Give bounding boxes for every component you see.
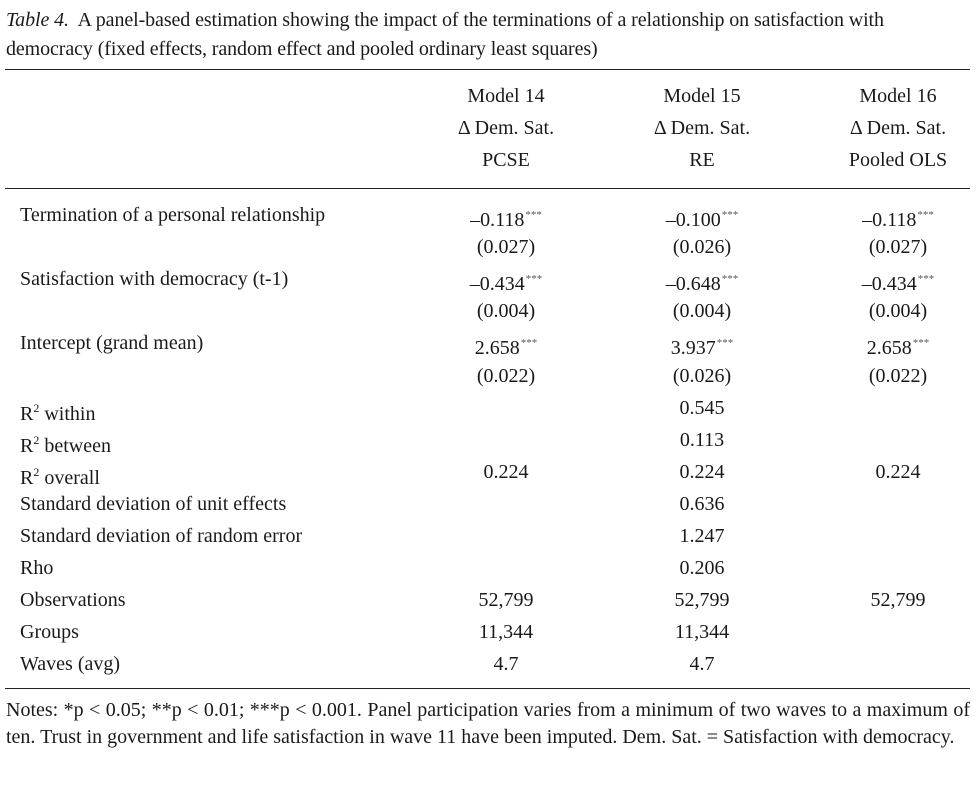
row-label: Rho [20, 556, 53, 580]
statistic-value: 0.545 [679, 396, 725, 419]
row-label: Satisfaction with democracy (t-1) [20, 268, 289, 291]
row-label: R2 within [20, 396, 95, 426]
standard-error: (0.026) [672, 236, 732, 259]
statistic-value: 11,344 [674, 621, 730, 644]
superscript: 2 [33, 400, 40, 415]
standard-error: (0.004) [476, 300, 536, 323]
row-label-text: Standard deviation of unit effects [20, 492, 287, 515]
significance-stars: *** [716, 337, 734, 350]
column-header-method: RE [689, 149, 715, 171]
coefficient-number: –0.434 [469, 273, 525, 296]
superscript: 2 [33, 464, 40, 479]
coefficient-number: –0.100 [665, 209, 721, 231]
significance-stars: *** [525, 273, 543, 286]
coefficient-value: –0.118*** [862, 203, 934, 232]
coefficient-value: –0.434*** [862, 267, 935, 296]
row-label: Waves (avg) [20, 652, 120, 676]
row-label-text: Groups [20, 621, 79, 644]
table-caption-text: A panel-based estimation showing the imp… [6, 9, 884, 60]
statistic-value: 1.247 [679, 525, 725, 547]
row-label-text: R [20, 466, 34, 489]
row-label: R2 between [20, 428, 111, 458]
coefficient-value: 2.658*** [867, 331, 930, 360]
column-header-dv: Δ Dem. Sat. [457, 117, 555, 139]
significance-stars: *** [912, 337, 930, 350]
significance-stars: *** [917, 273, 935, 286]
column-header-model: Model 14 [467, 85, 545, 107]
row-label-suffix: within [39, 402, 96, 425]
row-label-text: Standard deviation of random error [20, 525, 303, 547]
significance-stars: *** [917, 209, 934, 221]
statistic-value: 11,344 [478, 621, 534, 644]
table-caption-label: Table 4. [6, 9, 69, 31]
significance-stars: *** [525, 209, 542, 221]
statistic-value: 52,799 [674, 589, 730, 612]
coefficient-number: –0.118 [862, 209, 917, 231]
statistic-value: 0.224 [679, 460, 725, 483]
coefficient-value: –0.118*** [470, 203, 542, 232]
row-label: Groups [20, 620, 79, 644]
standard-error: (0.004) [868, 300, 928, 323]
statistic-value: 0.636 [679, 492, 725, 515]
standard-error: (0.004) [672, 300, 732, 323]
column-header-dv: Δ Dem. Sat. [653, 117, 751, 139]
column-header-model: Model 16 [859, 85, 937, 107]
header-rule [5, 188, 970, 189]
coefficient-value: 2.658*** [475, 331, 538, 360]
coefficient-value: 3.937*** [671, 331, 734, 360]
standard-error: (0.022) [476, 364, 536, 387]
top-rule [5, 69, 970, 70]
statistic-value: 0.224 [483, 460, 529, 483]
column-header-model: Model 15 [663, 85, 741, 107]
row-label: R2 overall [20, 460, 100, 490]
coefficient-value: –0.100*** [666, 203, 739, 232]
significance-stars: *** [721, 273, 739, 286]
statistic-value: 4.7 [493, 653, 519, 676]
column-header-method: PCSE [482, 149, 530, 171]
significance-stars: *** [721, 209, 739, 221]
coefficient-number: –0.118 [470, 209, 525, 231]
row-label-text: Rho [20, 557, 54, 580]
superscript: 2 [33, 432, 40, 447]
column-header-method: Pooled OLS [848, 149, 948, 171]
coefficient-number: –0.648 [665, 273, 721, 296]
standard-error: (0.027) [476, 236, 536, 259]
row-label-text: R [20, 434, 34, 457]
statistic-value: 52,799 [478, 589, 534, 612]
significance-stars: *** [520, 337, 538, 350]
row-label-text: R [20, 402, 34, 425]
coefficient-value: –0.648*** [666, 267, 739, 296]
row-label-text: Waves (avg) [20, 653, 121, 676]
statistic-value: 0.224 [875, 460, 921, 483]
row-label-text: Observations [20, 589, 126, 612]
standard-error: (0.022) [868, 364, 928, 387]
column-header-dv: Δ Dem. Sat. [849, 117, 947, 139]
standard-error: (0.026) [672, 364, 732, 387]
bottom-rule [5, 688, 970, 689]
row-label-suffix: overall [39, 466, 100, 489]
statistic-value: 52,799 [870, 589, 926, 612]
statistic-value: 0.206 [679, 557, 725, 580]
coefficient-number: –0.434 [861, 273, 917, 296]
row-label: Standard deviation of random error [20, 524, 302, 548]
row-label: Observations [20, 588, 126, 612]
table-notes: Notes: *p < 0.05; **p < 0.01; ***p < 0.0… [6, 699, 970, 748]
row-label: Intercept (grand mean) [20, 332, 204, 355]
table-caption: Table 4. A panel-based estimation showin… [6, 6, 968, 64]
coefficient-number: 3.937 [670, 337, 716, 360]
standard-error: (0.027) [868, 236, 928, 259]
row-label-suffix: between [39, 434, 111, 457]
statistic-value: 0.113 [679, 428, 725, 451]
row-label: Termination of a personal relationship [20, 204, 326, 226]
statistic-value: 4.7 [689, 653, 715, 676]
coefficient-value: –0.434*** [470, 267, 543, 296]
coefficient-number: 2.658 [866, 337, 912, 360]
coefficient-number: 2.658 [474, 337, 520, 360]
row-label: Standard deviation of unit effects [20, 492, 286, 516]
